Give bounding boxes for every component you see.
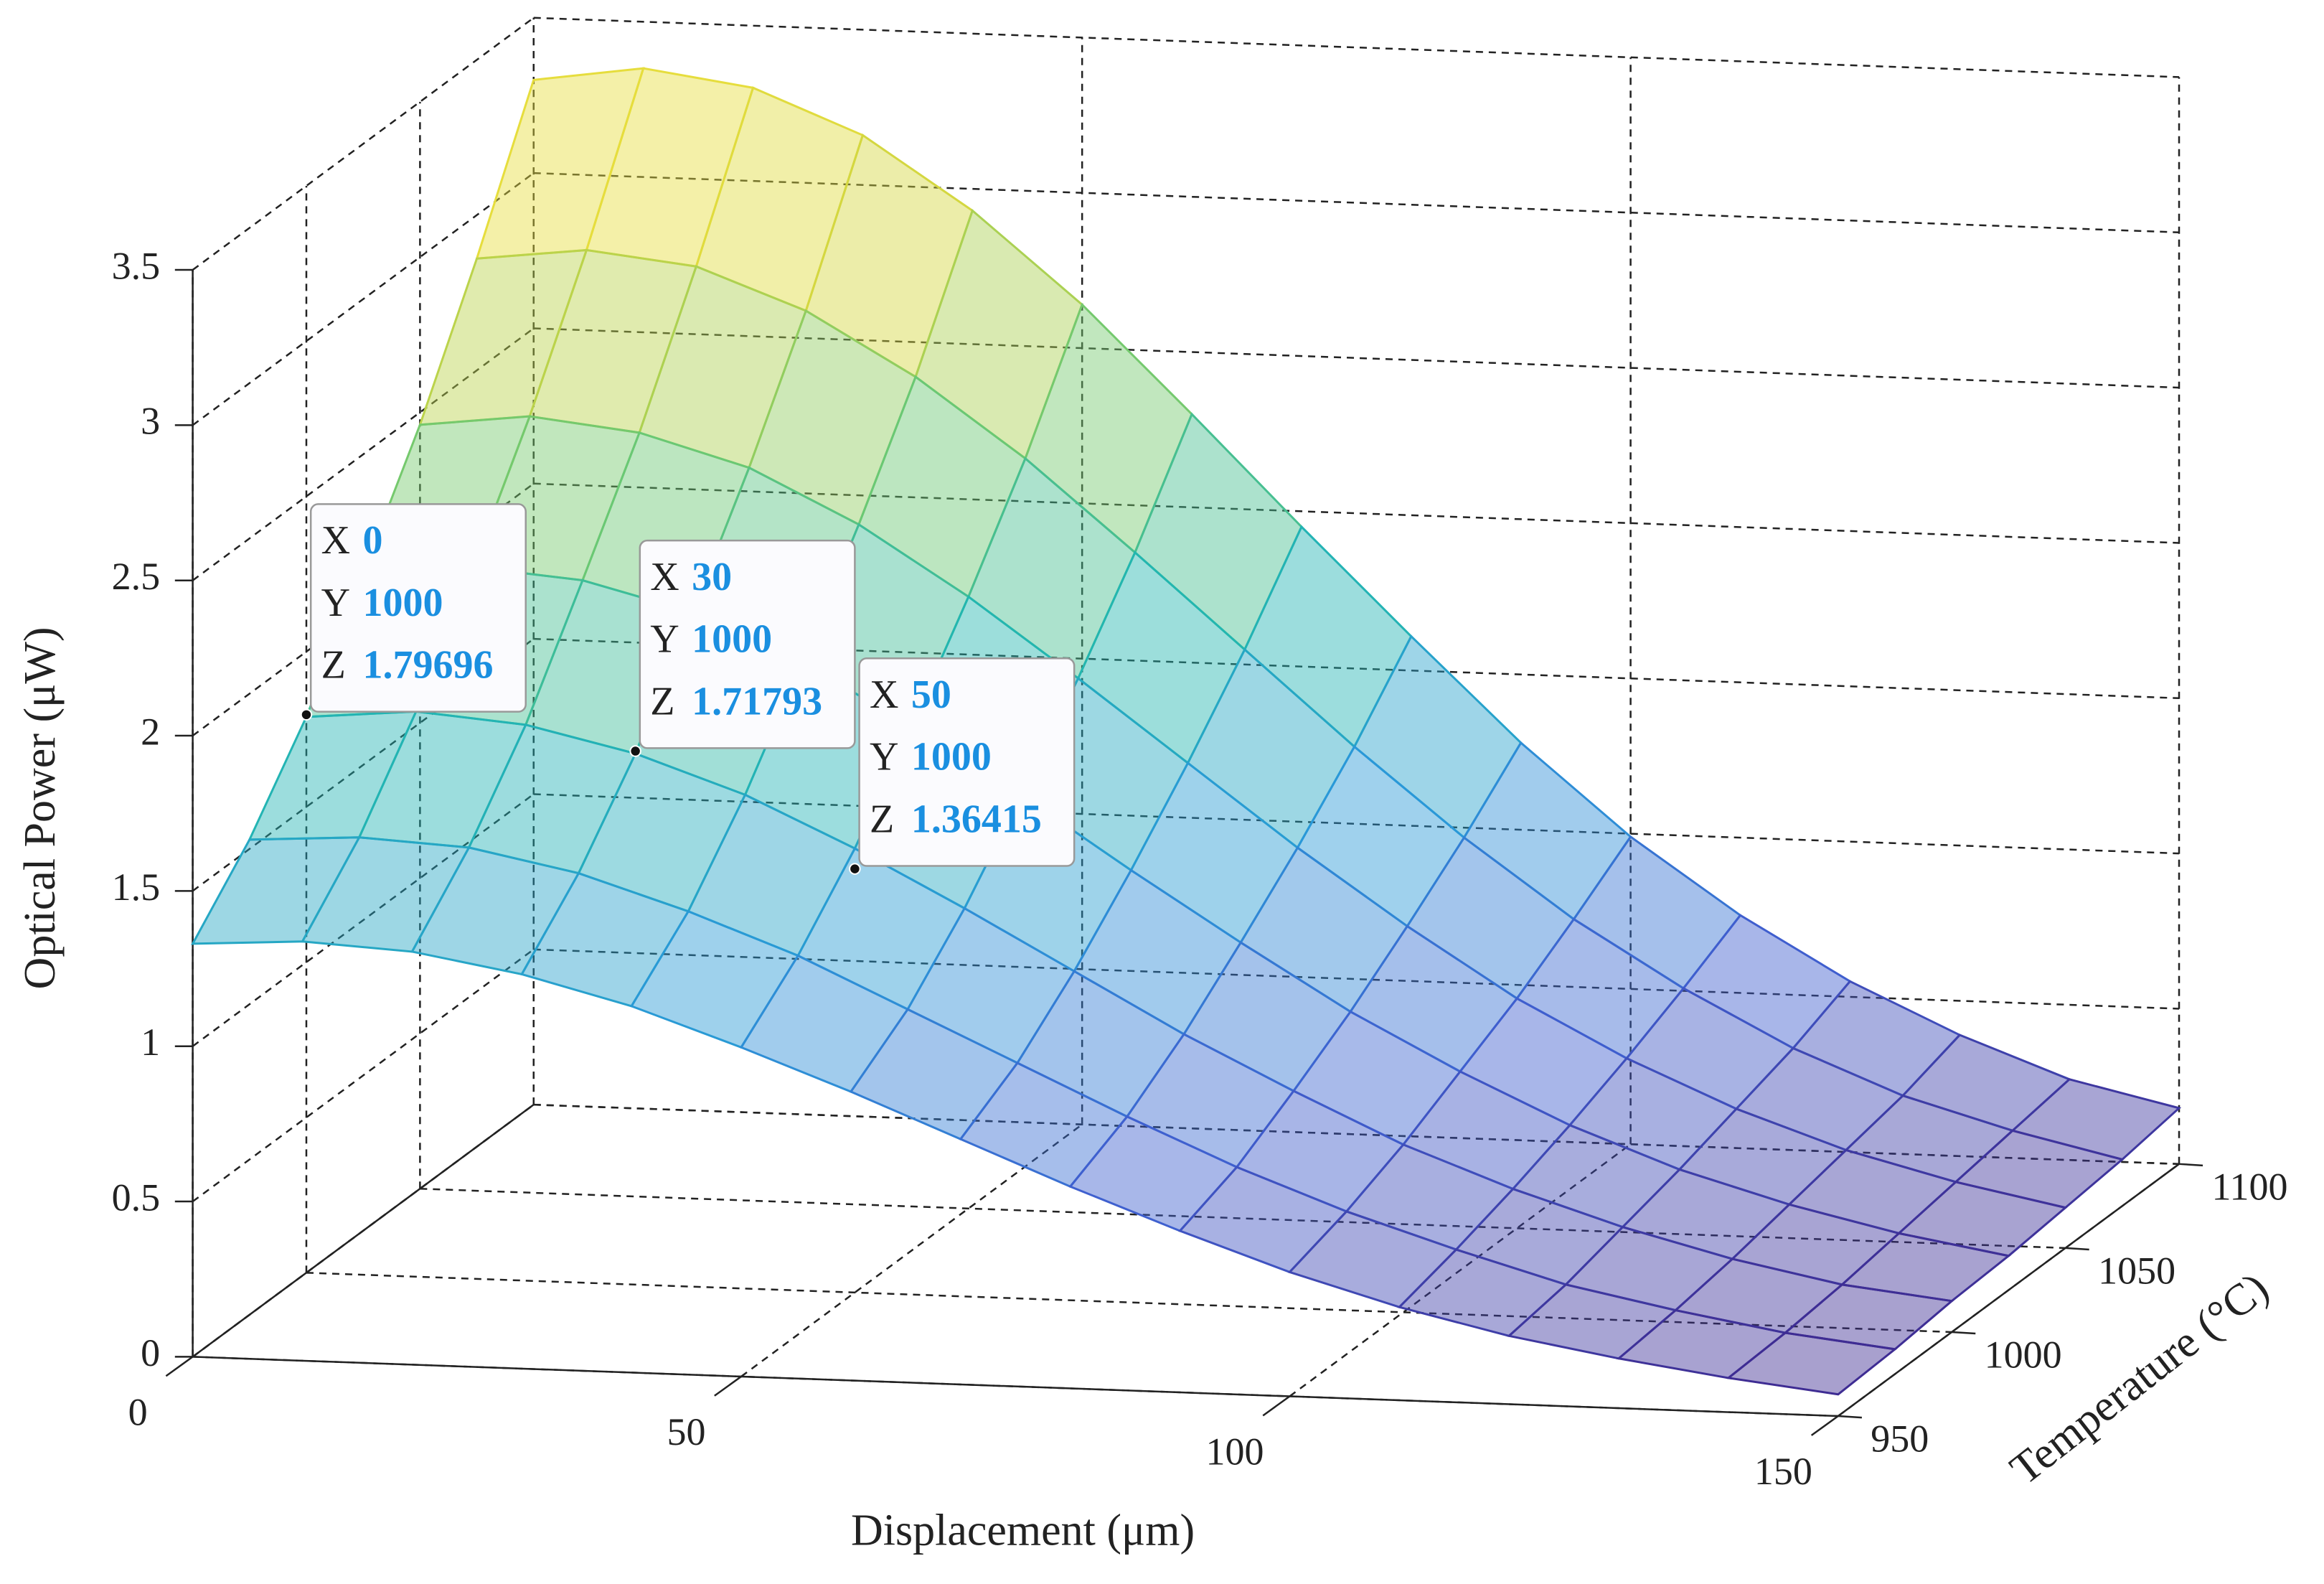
datatip-label: X [650,555,679,599]
x-tick [714,1375,742,1397]
grid-line [533,793,2180,855]
x-tick-label: 50 [667,1410,706,1453]
z-tick-label: 2 [141,710,160,753]
y-tick [1838,1415,1862,1419]
datatip-label: Y [650,617,679,662]
datatip-label: Z [321,643,346,688]
x-tick-label: 100 [1205,1430,1264,1473]
z-tick-label: 2.5 [112,555,161,598]
x-axis-title: Displacement (μm) [851,1506,1195,1555]
datatip-label: X [321,518,350,563]
datatip-label: Y [321,581,350,625]
datatip-marker [849,863,861,875]
datatip-marker [629,745,641,757]
datatip-label: Y [870,735,898,779]
datatip-box [639,539,856,749]
grid-line [192,17,535,271]
y-tick-label: 1000 [1985,1334,2062,1377]
z-tick-label: 1.5 [112,866,161,909]
x-tick [1262,1395,1291,1417]
y-axis-title: Temperature (°C) [2001,1263,2277,1494]
grid-line [192,948,535,1203]
grid-line [533,172,2180,234]
grid-line [192,793,535,1047]
datatip-label: Z [870,797,894,841]
datatip-box [309,503,527,713]
surface-patch [1726,1331,1898,1396]
datatip-value: 30 [692,555,732,599]
x-tick [165,1356,194,1377]
grid-line [1289,1143,1632,1397]
grid-line [533,482,2180,544]
datatip-box [858,657,1076,867]
grid-line [533,17,2180,78]
datatip-value: 1000 [692,617,772,662]
grid-line [306,1272,1952,1334]
datatip-value: 1.36415 [911,797,1042,841]
grid-line [533,327,2180,389]
datatip-label: X [870,673,898,717]
y-tick [2178,1163,2203,1167]
datatip-marker [300,708,313,721]
y-tick [2065,1247,2089,1251]
grid-line [192,327,535,581]
x-tick-label: 150 [1754,1450,1812,1493]
y-tick-label: 1050 [2098,1249,2175,1292]
z-tick-label: 0.5 [112,1176,161,1219]
datatip-value: 50 [911,673,951,717]
datatip-value: 1000 [911,735,992,779]
z-tick-label: 1 [141,1021,160,1064]
z-tick-label: 3.5 [112,244,161,287]
y-tick-label: 950 [1871,1417,1929,1461]
datatip-value: 1000 [362,581,443,625]
y-tick [1952,1331,1976,1335]
y-tick-label: 1100 [2211,1165,2287,1208]
z-tick-label: 3 [141,400,160,443]
datatip-value: 1.71793 [692,679,822,723]
x-tick [1810,1415,1839,1436]
grid-line [420,1187,2066,1250]
grid-line [192,172,535,426]
x-tick-label: 0 [128,1390,148,1433]
y-axis [1838,1163,2180,1417]
z-tick-label: 0 [141,1331,160,1374]
datatip-value: 0 [362,518,382,563]
y-axis-left [192,1104,535,1358]
x-axis [192,1356,1838,1417]
z-axis-title: Optical Power (μW) [16,627,65,989]
datatip-value: 1.79696 [362,643,493,688]
grid-line [533,1103,2180,1166]
datatip-label: Z [650,679,674,723]
